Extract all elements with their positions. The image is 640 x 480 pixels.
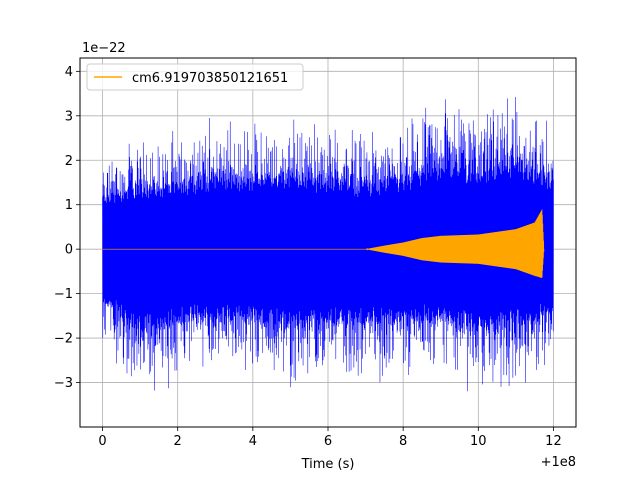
x-tick-label: 4 bbox=[249, 434, 257, 449]
y-tick-label: 2 bbox=[65, 154, 73, 169]
legend-label-signal: cm6.919703850121651 bbox=[132, 71, 288, 86]
y-scale-label: 1e−22 bbox=[82, 41, 126, 56]
x-tick-label: 10 bbox=[470, 434, 487, 449]
y-tick-label: −3 bbox=[54, 376, 73, 391]
noise-series-line bbox=[102, 97, 554, 392]
x-axis-title: Time (s) bbox=[301, 457, 355, 472]
x-tick-label: 6 bbox=[324, 434, 332, 449]
y-tick-label: 1 bbox=[65, 198, 73, 213]
y-tick-label: 3 bbox=[65, 109, 73, 124]
legend: cm6.919703850121651 bbox=[86, 63, 304, 91]
y-tick-label: −2 bbox=[54, 332, 73, 347]
x-tick-label: 8 bbox=[399, 434, 407, 449]
y-tick-label: 4 bbox=[65, 65, 73, 80]
x-tick-label: 12 bbox=[545, 434, 562, 449]
y-tick-label: 0 bbox=[65, 243, 73, 258]
signal-series-line bbox=[102, 209, 545, 278]
series-group bbox=[102, 97, 554, 392]
legend-box bbox=[86, 63, 304, 91]
y-axis-ticks: −3 −2 −1 0 1 2 3 4 bbox=[54, 65, 80, 391]
y-tick-label: −1 bbox=[54, 287, 73, 302]
x-tick-label: 2 bbox=[174, 434, 182, 449]
x-axis-ticks: 0 2 4 6 8 10 12 bbox=[98, 427, 562, 449]
x-tick-label: 0 bbox=[98, 434, 106, 449]
x-offset-label: +1e8 bbox=[541, 455, 576, 470]
